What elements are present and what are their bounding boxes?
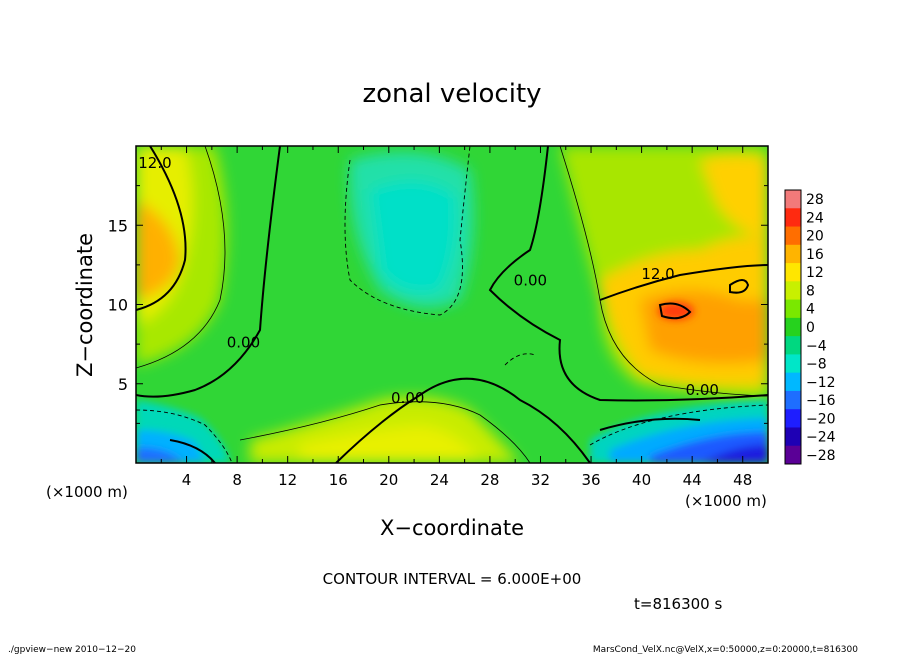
footer-left: ./gpview−new 2010−12−20 [8, 645, 136, 654]
x-axis: 4 8 12 16 20 24 28 32 36 40 44 48 [160, 146, 752, 489]
x-tick-label: 28 [480, 471, 499, 489]
colorbar-swatch [785, 317, 801, 337]
colorbar-label: 12 [806, 265, 824, 281]
colorbar-swatch [785, 390, 801, 410]
contour-label: 12.0 [138, 154, 171, 172]
colorbar-swatch [785, 190, 801, 209]
colorbar-swatch [785, 263, 801, 282]
colorbar-frame [784, 189, 802, 465]
x-tick-label: 8 [232, 471, 242, 489]
colorbar-label: −8 [806, 357, 827, 373]
colorbar-label: 16 [806, 247, 824, 263]
colorbar-label: −12 [806, 375, 836, 391]
y-tick-label: 5 [118, 375, 128, 394]
x-tick-label: 20 [379, 471, 398, 489]
colorbar: 28 24 20 16 12 8 4 0 −4 −8 −12 −16 −20 −24 −28 [784, 189, 836, 465]
colorbar-label: −16 [806, 393, 836, 409]
colorbar-label: −24 [806, 430, 836, 446]
contour-label: 0.00 [514, 271, 547, 289]
contour-label: 0.00 [227, 333, 260, 351]
y-tick-label: 15 [108, 216, 128, 235]
x-tick-label: 32 [531, 471, 550, 489]
contour-label: 0.00 [391, 389, 424, 407]
contour-labels: 12.0 0.00 0.00 0.00 0.00 12.0 [138, 154, 719, 407]
colorbar-swatch [785, 372, 801, 392]
colorbar-swatch [785, 299, 801, 319]
footer-right: MarsCond_VelX.nc@VelX,x=0:50000,z=0:2000… [593, 645, 858, 654]
x-tick-label: 16 [329, 471, 348, 489]
shaded-field [136, 146, 768, 463]
contour-interval: CONTOUR INTERVAL = 6.000E+00 [323, 570, 582, 588]
colorbar-swatch [785, 208, 801, 228]
colorbar-swatch [785, 244, 801, 264]
y-axis-label: Z−coordinate [73, 233, 97, 377]
x-axis-unit-right: (×1000 m) [685, 492, 767, 510]
chart-title: zonal velocity [362, 79, 541, 109]
colorbar-label: 4 [806, 302, 815, 318]
x-tick-label: 44 [683, 471, 702, 489]
colorbar-swatch [785, 354, 801, 374]
contour-label: 0.00 [686, 381, 719, 399]
colorbar-label: 0 [806, 320, 815, 336]
colorbar-swatch [785, 445, 801, 465]
y-axis: 5 10 15 [108, 185, 768, 424]
colorbar-label: −28 [806, 448, 836, 464]
colorbar-label: 24 [806, 210, 824, 226]
colorbar-label: −20 [806, 411, 836, 427]
x-axis-label: X−coordinate [380, 516, 524, 540]
colorbar-label: −4 [806, 338, 827, 354]
x-tick-label: 36 [581, 471, 600, 489]
x-tick-label: 48 [733, 471, 752, 489]
x-tick-label: 40 [632, 471, 651, 489]
x-axis-unit: (×1000 m) [46, 483, 128, 501]
y-tick-label: 10 [108, 296, 128, 315]
x-tick-label: 24 [430, 471, 449, 489]
colorbar-swatch [785, 226, 801, 246]
colorbar-label: 28 [806, 192, 824, 208]
colorbar-swatch [785, 336, 801, 355]
contour-label: 12.0 [641, 265, 674, 283]
colorbar-swatch [785, 409, 801, 428]
time-label: t=816300 s [634, 595, 722, 613]
colorbar-label: 8 [806, 283, 815, 299]
colorbar-swatch [785, 281, 801, 301]
x-tick-label: 12 [278, 471, 297, 489]
colorbar-swatch [785, 427, 801, 447]
colorbar-label: 20 [806, 229, 824, 245]
x-tick-label: 4 [182, 471, 192, 489]
